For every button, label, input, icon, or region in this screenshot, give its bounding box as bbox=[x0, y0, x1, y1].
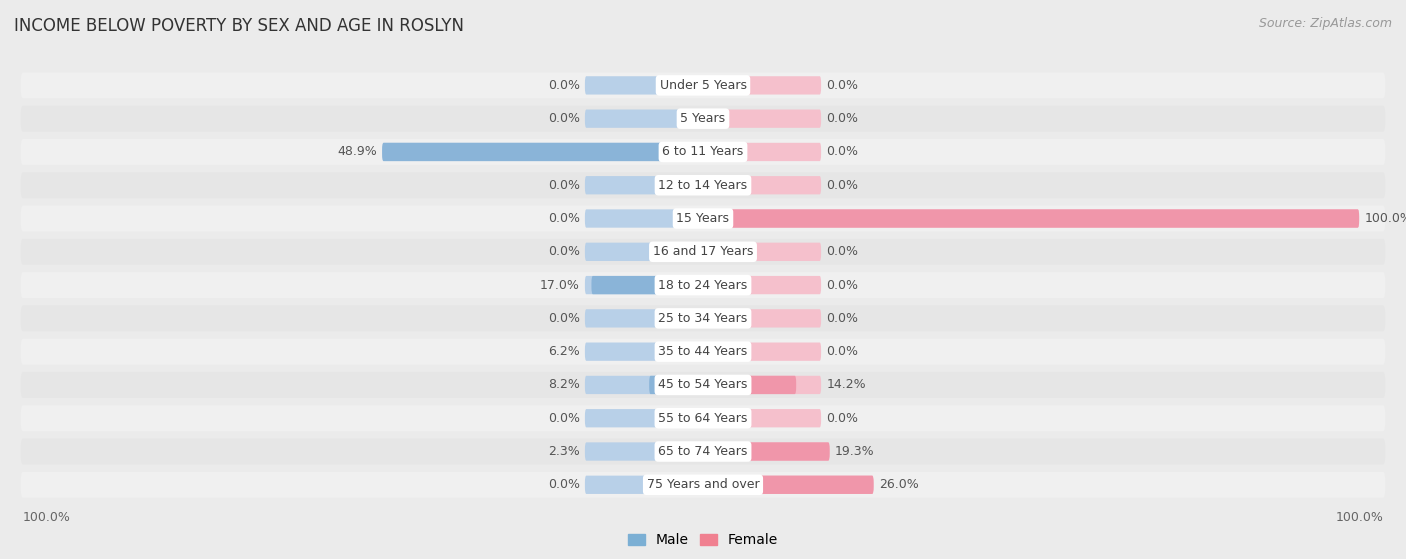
Text: 0.0%: 0.0% bbox=[827, 145, 858, 158]
FancyBboxPatch shape bbox=[703, 442, 830, 461]
FancyBboxPatch shape bbox=[21, 305, 1385, 331]
Text: 17.0%: 17.0% bbox=[540, 278, 579, 292]
Text: 0.0%: 0.0% bbox=[827, 179, 858, 192]
Text: Source: ZipAtlas.com: Source: ZipAtlas.com bbox=[1258, 17, 1392, 30]
Text: 0.0%: 0.0% bbox=[548, 245, 579, 258]
FancyBboxPatch shape bbox=[703, 243, 821, 261]
Legend: Male, Female: Male, Female bbox=[623, 528, 783, 553]
FancyBboxPatch shape bbox=[703, 309, 821, 328]
Text: 0.0%: 0.0% bbox=[548, 112, 579, 125]
FancyBboxPatch shape bbox=[21, 73, 1385, 98]
FancyBboxPatch shape bbox=[585, 476, 703, 494]
Text: 0.0%: 0.0% bbox=[827, 245, 858, 258]
Text: 0.0%: 0.0% bbox=[827, 412, 858, 425]
Text: 0.0%: 0.0% bbox=[548, 179, 579, 192]
FancyBboxPatch shape bbox=[21, 239, 1385, 265]
FancyBboxPatch shape bbox=[21, 172, 1385, 198]
FancyBboxPatch shape bbox=[703, 476, 873, 494]
FancyBboxPatch shape bbox=[21, 339, 1385, 364]
Text: 12 to 14 Years: 12 to 14 Years bbox=[658, 179, 748, 192]
FancyBboxPatch shape bbox=[703, 143, 821, 161]
FancyBboxPatch shape bbox=[585, 376, 703, 394]
FancyBboxPatch shape bbox=[703, 476, 873, 494]
FancyBboxPatch shape bbox=[703, 409, 821, 428]
Text: 65 to 74 Years: 65 to 74 Years bbox=[658, 445, 748, 458]
Text: 25 to 34 Years: 25 to 34 Years bbox=[658, 312, 748, 325]
FancyBboxPatch shape bbox=[703, 76, 821, 94]
FancyBboxPatch shape bbox=[21, 206, 1385, 231]
Text: 6 to 11 Years: 6 to 11 Years bbox=[662, 145, 744, 158]
FancyBboxPatch shape bbox=[585, 343, 703, 361]
Text: 0.0%: 0.0% bbox=[548, 312, 579, 325]
FancyBboxPatch shape bbox=[688, 442, 703, 461]
FancyBboxPatch shape bbox=[703, 442, 830, 461]
Text: 8.2%: 8.2% bbox=[548, 378, 579, 391]
Text: Under 5 Years: Under 5 Years bbox=[659, 79, 747, 92]
FancyBboxPatch shape bbox=[382, 143, 703, 161]
Text: 35 to 44 Years: 35 to 44 Years bbox=[658, 345, 748, 358]
FancyBboxPatch shape bbox=[703, 210, 1360, 228]
Text: 0.0%: 0.0% bbox=[827, 345, 858, 358]
FancyBboxPatch shape bbox=[585, 409, 703, 428]
FancyBboxPatch shape bbox=[585, 210, 703, 228]
Text: 75 Years and over: 75 Years and over bbox=[647, 479, 759, 491]
Text: 0.0%: 0.0% bbox=[827, 312, 858, 325]
Text: 19.3%: 19.3% bbox=[835, 445, 875, 458]
Text: 2.3%: 2.3% bbox=[548, 445, 579, 458]
Text: 26.0%: 26.0% bbox=[879, 479, 918, 491]
FancyBboxPatch shape bbox=[21, 405, 1385, 431]
Text: 0.0%: 0.0% bbox=[827, 112, 858, 125]
Text: 48.9%: 48.9% bbox=[337, 145, 377, 158]
Text: 0.0%: 0.0% bbox=[827, 278, 858, 292]
FancyBboxPatch shape bbox=[585, 309, 703, 328]
FancyBboxPatch shape bbox=[703, 376, 796, 394]
Text: 15 Years: 15 Years bbox=[676, 212, 730, 225]
FancyBboxPatch shape bbox=[585, 276, 703, 294]
FancyBboxPatch shape bbox=[21, 106, 1385, 132]
FancyBboxPatch shape bbox=[650, 376, 703, 394]
FancyBboxPatch shape bbox=[21, 139, 1385, 165]
Text: 18 to 24 Years: 18 to 24 Years bbox=[658, 278, 748, 292]
Text: 45 to 54 Years: 45 to 54 Years bbox=[658, 378, 748, 391]
Text: 5 Years: 5 Years bbox=[681, 112, 725, 125]
FancyBboxPatch shape bbox=[703, 276, 821, 294]
FancyBboxPatch shape bbox=[662, 343, 703, 361]
Text: INCOME BELOW POVERTY BY SEX AND AGE IN ROSLYN: INCOME BELOW POVERTY BY SEX AND AGE IN R… bbox=[14, 17, 464, 35]
FancyBboxPatch shape bbox=[592, 276, 703, 294]
FancyBboxPatch shape bbox=[21, 272, 1385, 298]
FancyBboxPatch shape bbox=[703, 210, 1360, 228]
Text: 55 to 64 Years: 55 to 64 Years bbox=[658, 412, 748, 425]
Text: 0.0%: 0.0% bbox=[548, 79, 579, 92]
FancyBboxPatch shape bbox=[703, 110, 821, 128]
FancyBboxPatch shape bbox=[382, 143, 703, 161]
FancyBboxPatch shape bbox=[585, 110, 703, 128]
FancyBboxPatch shape bbox=[703, 376, 821, 394]
FancyBboxPatch shape bbox=[585, 76, 703, 94]
FancyBboxPatch shape bbox=[703, 343, 821, 361]
Text: 0.0%: 0.0% bbox=[548, 212, 579, 225]
FancyBboxPatch shape bbox=[585, 243, 703, 261]
FancyBboxPatch shape bbox=[703, 176, 821, 195]
FancyBboxPatch shape bbox=[585, 176, 703, 195]
Text: 100.0%: 100.0% bbox=[1364, 212, 1406, 225]
Text: 0.0%: 0.0% bbox=[548, 479, 579, 491]
FancyBboxPatch shape bbox=[21, 472, 1385, 498]
Text: 6.2%: 6.2% bbox=[548, 345, 579, 358]
Text: 16 and 17 Years: 16 and 17 Years bbox=[652, 245, 754, 258]
FancyBboxPatch shape bbox=[21, 372, 1385, 398]
Text: 14.2%: 14.2% bbox=[827, 378, 866, 391]
FancyBboxPatch shape bbox=[585, 442, 703, 461]
Text: 0.0%: 0.0% bbox=[827, 79, 858, 92]
FancyBboxPatch shape bbox=[21, 438, 1385, 465]
Text: 0.0%: 0.0% bbox=[548, 412, 579, 425]
